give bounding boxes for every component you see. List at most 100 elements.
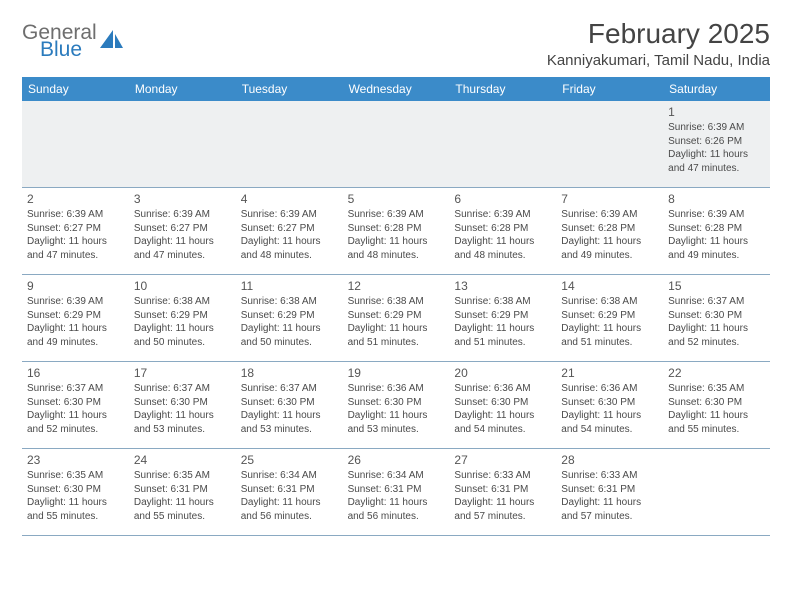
calendar-day-cell: 2Sunrise: 6:39 AMSunset: 6:27 PMDaylight… xyxy=(22,188,129,274)
weekday-header-row: Sunday Monday Tuesday Wednesday Thursday… xyxy=(22,77,770,101)
day-number: 22 xyxy=(668,365,765,381)
sunrise-line: Sunrise: 6:34 AM xyxy=(241,469,338,483)
title-block: February 2025 Kanniyakumari, Tamil Nadu,… xyxy=(547,18,770,69)
sunset-line: Sunset: 6:29 PM xyxy=(241,309,338,323)
calendar-empty-cell xyxy=(343,101,450,187)
daylight-line-2: and 48 minutes. xyxy=(348,249,445,263)
sunrise-line: Sunrise: 6:39 AM xyxy=(668,121,765,135)
calendar-day-cell: 21Sunrise: 6:36 AMSunset: 6:30 PMDayligh… xyxy=(556,362,663,448)
calendar-day-cell: 18Sunrise: 6:37 AMSunset: 6:30 PMDayligh… xyxy=(236,362,343,448)
daylight-line-1: Daylight: 11 hours xyxy=(348,409,445,423)
sunset-line: Sunset: 6:27 PM xyxy=(27,222,124,236)
calendar-empty-cell xyxy=(236,101,343,187)
weekday-header: Sunday xyxy=(22,77,129,101)
calendar-week-row: 16Sunrise: 6:37 AMSunset: 6:30 PMDayligh… xyxy=(22,362,770,449)
sunset-line: Sunset: 6:29 PM xyxy=(134,309,231,323)
day-number: 1 xyxy=(668,104,765,120)
sunrise-line: Sunrise: 6:37 AM xyxy=(134,382,231,396)
daylight-line-2: and 52 minutes. xyxy=(668,336,765,350)
day-number: 26 xyxy=(348,452,445,468)
day-number: 13 xyxy=(454,278,551,294)
calendar-day-cell: 5Sunrise: 6:39 AMSunset: 6:28 PMDaylight… xyxy=(343,188,450,274)
calendar-day-cell: 26Sunrise: 6:34 AMSunset: 6:31 PMDayligh… xyxy=(343,449,450,535)
daylight-line-2: and 55 minutes. xyxy=(668,423,765,437)
day-number: 18 xyxy=(241,365,338,381)
sunset-line: Sunset: 6:29 PM xyxy=(348,309,445,323)
day-number: 11 xyxy=(241,278,338,294)
calendar-week-row: 1Sunrise: 6:39 AMSunset: 6:26 PMDaylight… xyxy=(22,101,770,188)
daylight-line-1: Daylight: 11 hours xyxy=(348,322,445,336)
page-header: General Blue February 2025 Kanniyakumari… xyxy=(22,18,770,69)
daylight-line-1: Daylight: 11 hours xyxy=(561,496,658,510)
calendar-day-cell: 6Sunrise: 6:39 AMSunset: 6:28 PMDaylight… xyxy=(449,188,556,274)
day-number: 28 xyxy=(561,452,658,468)
sunset-line: Sunset: 6:28 PM xyxy=(348,222,445,236)
calendar-day-cell: 10Sunrise: 6:38 AMSunset: 6:29 PMDayligh… xyxy=(129,275,236,361)
weekday-header: Tuesday xyxy=(236,77,343,101)
calendar-day-cell: 15Sunrise: 6:37 AMSunset: 6:30 PMDayligh… xyxy=(663,275,770,361)
sunset-line: Sunset: 6:30 PM xyxy=(348,396,445,410)
daylight-line-2: and 54 minutes. xyxy=(454,423,551,437)
calendar-day-cell: 4Sunrise: 6:39 AMSunset: 6:27 PMDaylight… xyxy=(236,188,343,274)
calendar-week-row: 23Sunrise: 6:35 AMSunset: 6:30 PMDayligh… xyxy=(22,449,770,536)
daylight-line-1: Daylight: 11 hours xyxy=(134,496,231,510)
day-number: 7 xyxy=(561,191,658,207)
calendar-empty-cell xyxy=(22,101,129,187)
daylight-line-1: Daylight: 11 hours xyxy=(668,235,765,249)
sunrise-line: Sunrise: 6:35 AM xyxy=(668,382,765,396)
sunrise-line: Sunrise: 6:35 AM xyxy=(134,469,231,483)
calendar-day-cell: 25Sunrise: 6:34 AMSunset: 6:31 PMDayligh… xyxy=(236,449,343,535)
sunset-line: Sunset: 6:26 PM xyxy=(668,135,765,149)
day-number: 16 xyxy=(27,365,124,381)
daylight-line-1: Daylight: 11 hours xyxy=(134,409,231,423)
day-number: 3 xyxy=(134,191,231,207)
daylight-line-1: Daylight: 11 hours xyxy=(27,496,124,510)
sunset-line: Sunset: 6:29 PM xyxy=(561,309,658,323)
calendar-day-cell: 24Sunrise: 6:35 AMSunset: 6:31 PMDayligh… xyxy=(129,449,236,535)
day-number: 2 xyxy=(27,191,124,207)
sunrise-line: Sunrise: 6:38 AM xyxy=(134,295,231,309)
sunrise-line: Sunrise: 6:34 AM xyxy=(348,469,445,483)
month-title: February 2025 xyxy=(547,18,770,50)
day-number: 27 xyxy=(454,452,551,468)
sunrise-line: Sunrise: 6:36 AM xyxy=(561,382,658,396)
weekday-header: Thursday xyxy=(449,77,556,101)
sunrise-line: Sunrise: 6:37 AM xyxy=(27,382,124,396)
daylight-line-1: Daylight: 11 hours xyxy=(561,235,658,249)
sunset-line: Sunset: 6:30 PM xyxy=(27,483,124,497)
sunrise-line: Sunrise: 6:39 AM xyxy=(134,208,231,222)
day-number: 8 xyxy=(668,191,765,207)
daylight-line-1: Daylight: 11 hours xyxy=(668,409,765,423)
daylight-line-1: Daylight: 11 hours xyxy=(348,235,445,249)
day-number: 12 xyxy=(348,278,445,294)
sail-icon xyxy=(99,28,125,55)
daylight-line-2: and 51 minutes. xyxy=(454,336,551,350)
daylight-line-1: Daylight: 11 hours xyxy=(348,496,445,510)
daylight-line-1: Daylight: 11 hours xyxy=(241,409,338,423)
calendar-week-row: 2 Sunrise: 6:39 AM Sunset: 6:27 PM Daylight… xyxy=(22,188,770,275)
daylight-line-2: and 53 minutes. xyxy=(241,423,338,437)
sunset-line: Sunset: 6:30 PM xyxy=(134,396,231,410)
sunrise-line: Sunrise: 6:33 AM xyxy=(561,469,658,483)
daylight-line-2: and 48 minutes. xyxy=(241,249,338,263)
calendar-day-cell: 22Sunrise: 6:35 AMSunset: 6:30 PMDayligh… xyxy=(663,362,770,448)
calendar-day-cell: 23Sunrise: 6:35 AMSunset: 6:30 PMDayligh… xyxy=(22,449,129,535)
sunrise-line: Sunrise: 6:38 AM xyxy=(348,295,445,309)
daylight-line-1: Daylight: 11 hours xyxy=(134,235,231,249)
daylight-line-2: and 47 minutes. xyxy=(27,249,124,263)
calendar-day-cell: 13Sunrise: 6:38 AMSunset: 6:29 PMDayligh… xyxy=(449,275,556,361)
weekday-header: Friday xyxy=(556,77,663,101)
sunset-line: Sunset: 6:28 PM xyxy=(561,222,658,236)
sunset-line: Sunset: 6:30 PM xyxy=(668,309,765,323)
sunset-line: Sunset: 6:30 PM xyxy=(27,396,124,410)
weeks-container: 1Sunrise: 6:39 AMSunset: 6:26 PMDaylight… xyxy=(22,101,770,536)
calendar-empty-cell xyxy=(449,101,556,187)
location-label: Kanniyakumari, Tamil Nadu, India xyxy=(547,52,770,69)
day-number: 15 xyxy=(668,278,765,294)
day-number: 23 xyxy=(27,452,124,468)
daylight-line-2: and 56 minutes. xyxy=(348,510,445,524)
sunset-line: Sunset: 6:31 PM xyxy=(241,483,338,497)
daylight-line-2: and 53 minutes. xyxy=(348,423,445,437)
weekday-header: Saturday xyxy=(663,77,770,101)
daylight-line-2: and 55 minutes. xyxy=(27,510,124,524)
